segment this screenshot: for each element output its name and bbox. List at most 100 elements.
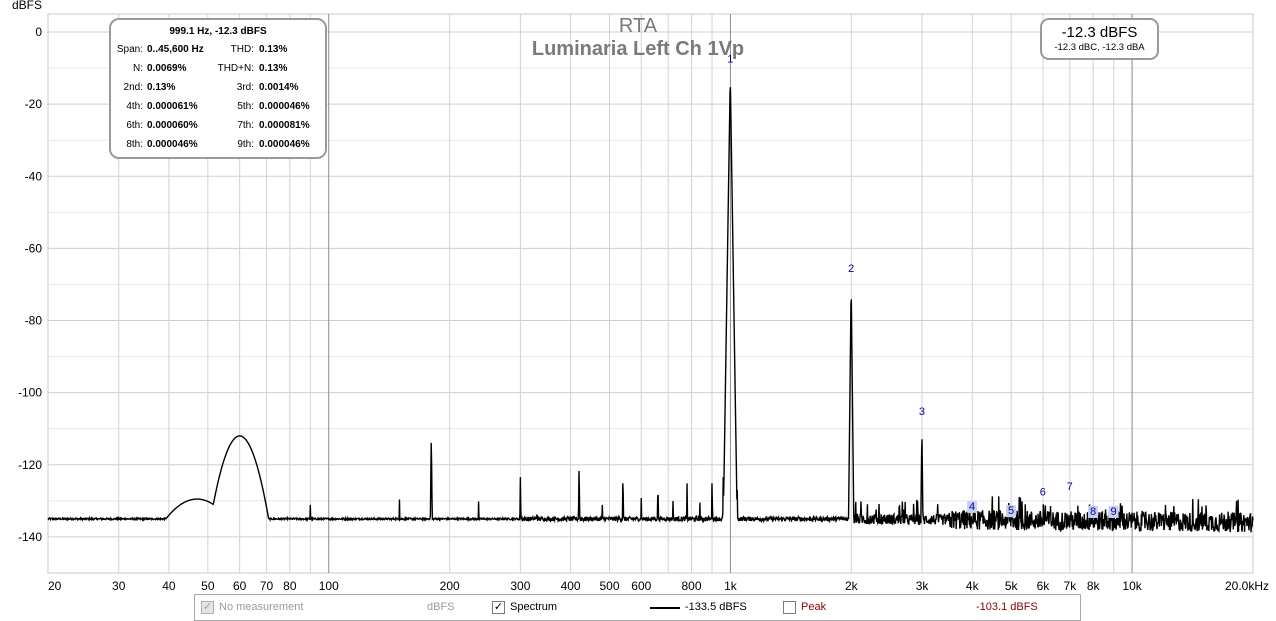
peak-checkbox[interactable] bbox=[783, 601, 796, 614]
x-tick-label: 200 bbox=[440, 579, 460, 593]
x-tick-label: 20.0kHz bbox=[1225, 579, 1269, 593]
harmonic-labels: 1 2 3 4 5 6 7 8 9 bbox=[727, 54, 1119, 518]
x-tick-label: 1k bbox=[724, 579, 738, 593]
stats-row: 4th: 0.000061% 5th: 0.000046% bbox=[111, 101, 325, 120]
chart-title: RTA bbox=[619, 15, 658, 37]
harmonic-label-box bbox=[1108, 505, 1119, 518]
stats-row: 2nd: 0.13% 3rd: 0.0014% bbox=[111, 82, 325, 101]
stats-table: Span: 0..45,600 Hz THD: 0.13% N: 0.0069% THD+N… bbox=[111, 44, 325, 158]
x-tick-label: 400 bbox=[561, 579, 581, 593]
y-tick-label: -80 bbox=[25, 314, 43, 328]
stats-value: 0.13% bbox=[259, 63, 288, 74]
x-tick-label: 30 bbox=[112, 579, 126, 593]
y-axis-label: dBFS bbox=[12, 0, 42, 12]
stats-label: 4th: bbox=[126, 101, 143, 112]
stats-label: 7th: bbox=[237, 120, 254, 131]
spectrum-trace bbox=[47, 87, 1254, 533]
stats-row: 8th: 0.000046% 9th: 0.000046% bbox=[111, 139, 325, 158]
x-tick-label: 8k bbox=[1087, 579, 1101, 593]
peak-value: -103.1 dBFS bbox=[976, 601, 1038, 613]
y-tick-label: -140 bbox=[18, 530, 42, 544]
x-tick-label: 300 bbox=[510, 579, 530, 593]
chart-subtitle: Luminaria Left Ch 1Vp bbox=[532, 38, 744, 60]
x-tick-label: 500 bbox=[599, 579, 619, 593]
stats-label: 8th: bbox=[126, 139, 143, 150]
x-tick-label: 80 bbox=[283, 579, 297, 593]
stats-row: Span: 0..45,600 Hz THD: 0.13% bbox=[111, 44, 325, 63]
x-tick-label: 70 bbox=[260, 579, 274, 593]
x-tick-label: 4k bbox=[966, 579, 980, 593]
x-tick-label: 3k bbox=[916, 579, 930, 593]
stats-value: 0.000046% bbox=[259, 101, 310, 112]
stats-label: Span: bbox=[116, 44, 143, 55]
harmonic-label-box bbox=[967, 500, 978, 513]
y-tick-label: -60 bbox=[25, 241, 43, 255]
harmonic-label-2: 2 bbox=[848, 263, 854, 275]
harmonic-label-5: 5 bbox=[1008, 505, 1014, 517]
x-tick-label: 40 bbox=[162, 579, 176, 593]
x-tick-label: 7k bbox=[1064, 579, 1078, 593]
stats-value: 0.0069% bbox=[147, 63, 187, 74]
stats-label: THD+N: bbox=[217, 63, 254, 74]
stats-row: 6th: 0.000060% 7th: 0.000081% bbox=[111, 120, 325, 139]
legend-bar: ✓ No measurement dBFS ✓ Spectrum -133.5 … bbox=[194, 594, 1081, 621]
stats-row: N: 0.0069% THD+N: 0.13% bbox=[111, 63, 325, 82]
axis-tick-labels: 0 -20 -40 -60 -80 -100 -120 -140 20 30 40 50 60 70 80 1… bbox=[18, 25, 1269, 593]
level-main: -12.3 dBFS bbox=[1061, 24, 1138, 41]
stats-value: 0.13% bbox=[147, 82, 176, 93]
x-tick-label: 50 bbox=[201, 579, 215, 593]
stats-label: 2nd: bbox=[123, 82, 143, 93]
stats-value: 0.000046% bbox=[147, 139, 198, 150]
stats-title: 999.1 Hz, -12.3 dBFS bbox=[169, 26, 267, 37]
stats-value: 0.000046% bbox=[259, 139, 310, 150]
spectrum-checkbox[interactable]: ✓ bbox=[492, 601, 505, 614]
x-tick-label: 800 bbox=[681, 579, 701, 593]
distortion-stats-panel: 999.1 Hz, -12.3 dBFS Span: 0..45,600 Hz TH… bbox=[109, 18, 327, 159]
no-measurement-unit: dBFS bbox=[427, 601, 455, 613]
harmonic-label-box bbox=[1006, 505, 1017, 518]
harmonic-label-box bbox=[1088, 505, 1099, 518]
x-tick-label: 5k bbox=[1005, 579, 1019, 593]
stats-label: THD: bbox=[230, 44, 254, 55]
harmonic-label-4: 4 bbox=[969, 501, 975, 513]
stats-value: 0..45,600 Hz bbox=[147, 44, 204, 55]
rta-chart[interactable]: 1 2 3 4 5 6 7 8 9 0 -20 -40 -60 -80 -100 -120 -140 20 30 4… bbox=[0, 0, 1276, 595]
no-measurement-label: No measurement bbox=[219, 601, 304, 613]
stats-label: 5th: bbox=[237, 101, 254, 112]
x-tick-label: 10k bbox=[1122, 579, 1142, 593]
y-tick-label: -20 bbox=[25, 97, 43, 111]
stats-value: 0.000060% bbox=[147, 120, 198, 131]
stats-value: 0.13% bbox=[259, 44, 288, 55]
stats-label: 9th: bbox=[237, 139, 254, 150]
harmonic-label-9: 9 bbox=[1110, 506, 1116, 518]
x-tick-label: 600 bbox=[631, 579, 651, 593]
y-tick-label: 0 bbox=[35, 25, 42, 39]
no-measurement-checkbox[interactable]: ✓ bbox=[201, 601, 214, 614]
stats-value: 0.0014% bbox=[259, 82, 299, 93]
spectrum-label: Spectrum bbox=[510, 601, 558, 613]
spectrum-value: -133.5 dBFS bbox=[685, 601, 747, 613]
spectrum-trace-group bbox=[47, 87, 1254, 533]
stats-value: 0.000081% bbox=[259, 120, 310, 131]
harmonic-label-7: 7 bbox=[1067, 481, 1073, 493]
y-tick-label: -100 bbox=[18, 386, 42, 400]
harmonic-label-8: 8 bbox=[1090, 506, 1096, 518]
stats-label: 3rd: bbox=[236, 82, 254, 93]
x-tick-label: 100 bbox=[319, 579, 339, 593]
x-tick-label: 60 bbox=[233, 579, 247, 593]
level-readout-panel: -12.3 dBFS -12.3 dBC, -12.3 dBA bbox=[1040, 18, 1159, 60]
y-tick-label: -40 bbox=[25, 169, 43, 183]
x-tick-label: 6k bbox=[1037, 579, 1051, 593]
harmonic-label-6: 6 bbox=[1040, 486, 1046, 498]
peak-label: Peak bbox=[801, 601, 827, 613]
stats-label: N: bbox=[133, 63, 143, 74]
x-tick-label: 20 bbox=[48, 579, 62, 593]
harmonic-label-1: 1 bbox=[727, 54, 733, 66]
stats-label: 6th: bbox=[126, 120, 143, 131]
level-weighted: -12.3 dBC, -12.3 dBA bbox=[1054, 42, 1145, 53]
harmonic-label-3: 3 bbox=[919, 406, 925, 418]
spectrum-line-swatch bbox=[650, 607, 680, 609]
stats-value: 0.000061% bbox=[147, 101, 198, 112]
y-tick-label: -120 bbox=[18, 458, 42, 472]
x-tick-label: 2k bbox=[845, 579, 859, 593]
